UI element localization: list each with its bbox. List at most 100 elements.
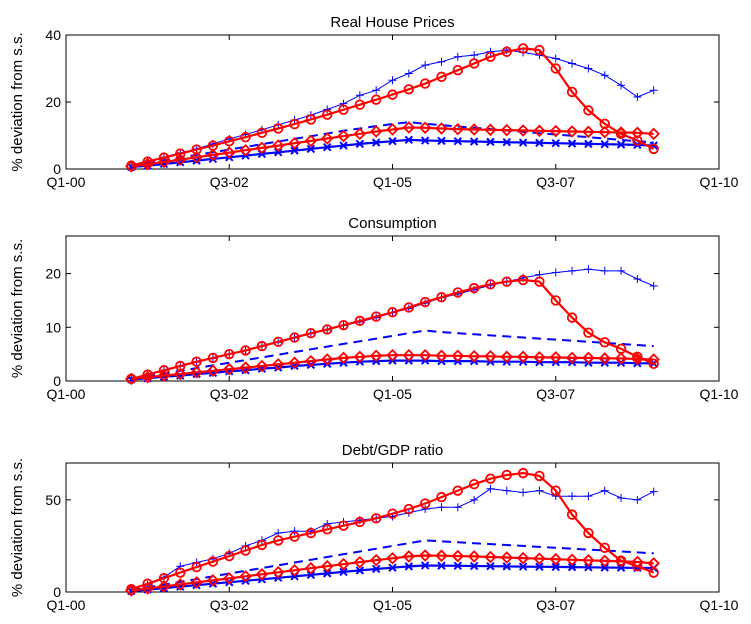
data-point: [355, 91, 364, 100]
data-point: [616, 140, 626, 149]
data-point: [600, 563, 609, 572]
data-point: [566, 86, 578, 98]
data-point: [142, 369, 153, 380]
data-point: [484, 550, 497, 564]
data-point: [584, 64, 593, 73]
data-point: [175, 148, 186, 159]
data-point: [549, 351, 563, 364]
data-point: [549, 124, 563, 138]
data-point: [551, 268, 560, 277]
data-point: [649, 281, 658, 290]
data-point: [600, 71, 609, 80]
data-point: [598, 352, 611, 365]
data-point: [339, 99, 348, 108]
data-point: [273, 535, 284, 546]
data-point: [353, 350, 367, 364]
data-point: [207, 140, 219, 151]
data-point: [224, 135, 235, 147]
data-point: [402, 550, 416, 563]
data-point: [550, 485, 561, 496]
data-point: [632, 561, 643, 572]
data-point: [633, 92, 642, 101]
data-point: [175, 567, 186, 578]
y-tick-label: 50: [45, 492, 61, 508]
data-point: [614, 352, 628, 365]
data-point: [647, 353, 660, 366]
data-point: [322, 109, 333, 120]
data-point: [485, 279, 496, 290]
data-point: [436, 292, 447, 303]
data-point: [584, 563, 593, 572]
data-point: [174, 578, 187, 591]
series-line: [130, 472, 655, 591]
data-point: [550, 295, 561, 306]
data-point: [322, 324, 333, 335]
data-point: [452, 64, 464, 76]
y-tick-label: 20: [45, 266, 61, 282]
y-tick-label: 0: [53, 373, 61, 389]
data-point: [386, 552, 399, 565]
data-point: [222, 572, 236, 585]
data-point: [207, 556, 219, 567]
data-point: [322, 569, 332, 578]
data-point: [191, 356, 202, 367]
data-point: [338, 520, 349, 531]
data-point: [550, 63, 561, 74]
data-point: [421, 505, 430, 514]
series-thick-circle: [126, 274, 659, 385]
data-point: [470, 495, 479, 504]
data-point: [469, 137, 479, 146]
data-point: [501, 276, 512, 287]
data-point: [451, 549, 465, 563]
data-point: [516, 124, 530, 137]
data-point: [437, 561, 446, 570]
data-point: [322, 143, 332, 152]
data-point: [224, 550, 235, 562]
series-line: [131, 539, 654, 592]
data-point: [142, 578, 153, 589]
data-point: [566, 312, 578, 323]
data-point: [584, 139, 593, 149]
data-point: [518, 562, 528, 571]
data-point: [551, 138, 560, 148]
data-point: [568, 492, 577, 501]
data-point: [516, 350, 530, 364]
data-point: [420, 136, 430, 145]
data-point: [437, 136, 446, 146]
data-point: [304, 561, 318, 575]
data-point: [240, 545, 251, 556]
y-tick-label: 20: [45, 94, 61, 110]
data-point: [533, 552, 546, 565]
data-point: [484, 123, 497, 137]
data-point: [402, 121, 416, 134]
data-point: [142, 156, 153, 167]
data-point: [323, 519, 332, 528]
x-tick-label: Q1-05: [373, 386, 412, 402]
data-point: [549, 552, 563, 566]
data-point: [355, 566, 365, 575]
data-point: [468, 282, 480, 294]
data-point: [353, 127, 367, 141]
data-point: [582, 351, 595, 365]
data-point: [535, 562, 544, 571]
data-point: [501, 469, 512, 481]
data-point: [290, 527, 299, 536]
data-point: [632, 135, 643, 146]
data-point: [271, 566, 285, 579]
data-point: [387, 89, 398, 100]
data-point: [323, 105, 332, 114]
data-point: [453, 52, 462, 61]
data-point: [256, 127, 268, 139]
data-point: [632, 351, 643, 363]
x-tick-label: Q3-02: [210, 174, 249, 190]
data-point: [582, 125, 595, 139]
data-point: [239, 143, 252, 157]
data-point: [224, 348, 235, 360]
series-line: [131, 329, 654, 380]
data-point: [322, 524, 333, 535]
data-point: [369, 349, 383, 363]
data-point: [533, 351, 546, 364]
data-point: [518, 138, 528, 147]
data-point: [388, 136, 397, 146]
axes-box: [65, 34, 720, 170]
